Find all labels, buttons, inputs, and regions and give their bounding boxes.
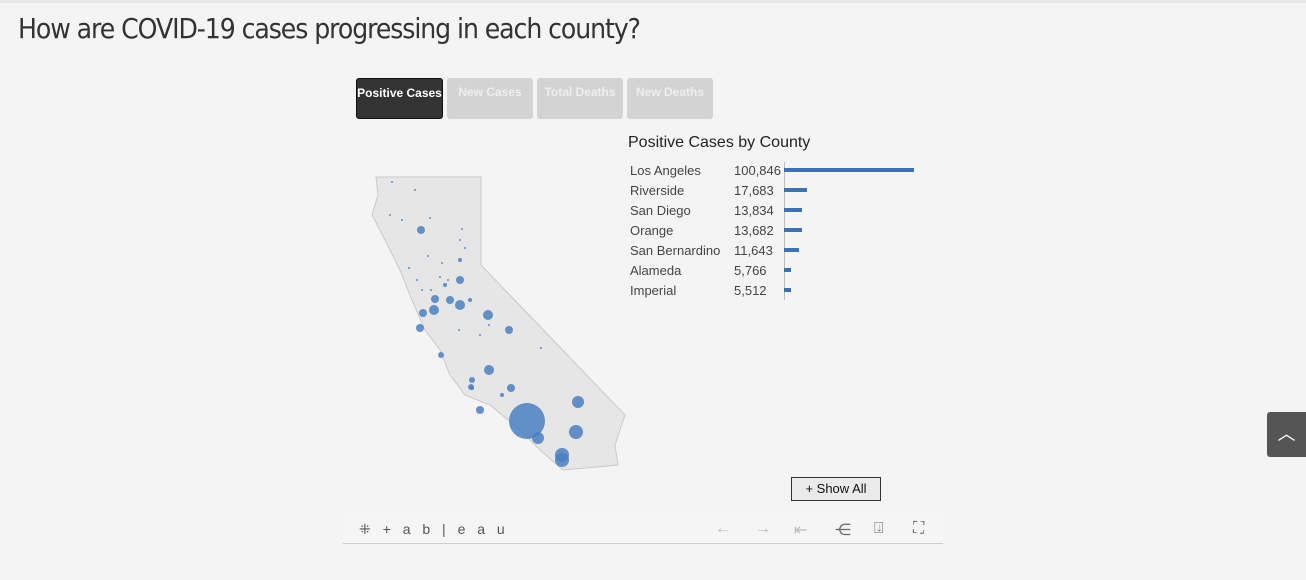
county-bar bbox=[784, 248, 799, 252]
county-bubble[interactable] bbox=[421, 289, 423, 291]
metric-tabs: Positive Cases New Cases Total Deaths Ne… bbox=[356, 78, 713, 119]
county-bubble[interactable] bbox=[532, 432, 544, 444]
tableau-logo[interactable]: ⁜ + a b | e a u bbox=[359, 521, 509, 537]
county-name: Riverside bbox=[630, 182, 685, 198]
county-bubble[interactable] bbox=[458, 329, 460, 331]
share-icon[interactable]: ⋲ bbox=[835, 522, 851, 539]
tab-positive-cases[interactable]: Positive Cases bbox=[356, 78, 443, 119]
redo-icon[interactable]: → bbox=[755, 520, 771, 537]
county-bubble[interactable] bbox=[461, 228, 463, 230]
county-bubble[interactable] bbox=[470, 386, 474, 390]
county-bubble[interactable] bbox=[464, 247, 466, 249]
county-bubble[interactable] bbox=[429, 217, 431, 219]
page-title: How are COVID-19 cases progressing in ea… bbox=[18, 12, 641, 45]
county-bubble[interactable] bbox=[431, 295, 439, 303]
county-row[interactable]: Alameda 5,766 bbox=[630, 260, 914, 280]
tableau-logo-icon: ⁜ bbox=[359, 521, 375, 537]
county-bar bbox=[784, 288, 792, 292]
top-border bbox=[0, 0, 1306, 3]
county-bubble[interactable] bbox=[419, 309, 427, 317]
county-bubble[interactable] bbox=[416, 279, 418, 281]
county-bubble[interactable] bbox=[455, 300, 465, 310]
county-bubble[interactable] bbox=[430, 289, 432, 291]
county-value: 5,766 bbox=[734, 262, 767, 278]
county-bar-chart: Los Angeles 100,846 Riverside 17,683 San Die… bbox=[630, 160, 914, 300]
county-row[interactable]: Los Angeles 100,846 bbox=[630, 160, 914, 180]
county-bubble[interactable] bbox=[569, 425, 583, 439]
county-bubble[interactable] bbox=[414, 189, 416, 191]
county-bubble[interactable] bbox=[483, 310, 493, 320]
county-bubble[interactable] bbox=[479, 334, 481, 336]
county-bubble[interactable] bbox=[446, 296, 454, 304]
county-name: San Bernardino bbox=[630, 242, 721, 258]
show-all-button[interactable]: + Show All bbox=[791, 477, 881, 501]
county-row[interactable]: Orange 13,682 bbox=[630, 220, 914, 240]
county-bubble[interactable] bbox=[408, 267, 410, 269]
county-bubble[interactable] bbox=[555, 448, 569, 462]
county-row[interactable]: Riverside 17,683 bbox=[630, 180, 914, 200]
scroll-to-top-button[interactable]: ︿ bbox=[1267, 412, 1306, 457]
county-row[interactable]: Imperial 5,512 bbox=[630, 280, 914, 300]
county-name: San Diego bbox=[630, 202, 691, 218]
county-bubble[interactable] bbox=[572, 396, 584, 408]
county-bubble[interactable] bbox=[389, 214, 391, 216]
county-bubble[interactable] bbox=[416, 324, 424, 332]
county-name: Orange bbox=[630, 222, 674, 238]
county-bar bbox=[784, 268, 792, 272]
county-bubble[interactable] bbox=[417, 226, 425, 234]
county-bubble[interactable] bbox=[505, 326, 513, 334]
county-value: 11,643 bbox=[734, 242, 773, 258]
county-bubble[interactable] bbox=[540, 347, 542, 349]
county-value: 5,512 bbox=[734, 282, 767, 298]
county-value: 13,834 bbox=[734, 202, 774, 218]
county-bubble[interactable] bbox=[469, 377, 475, 383]
county-bar bbox=[784, 168, 914, 172]
county-bubble[interactable] bbox=[443, 283, 447, 287]
county-value: 17,683 bbox=[734, 182, 774, 198]
download-icon[interactable]: ⍗ bbox=[874, 520, 884, 537]
county-bubble[interactable] bbox=[476, 406, 484, 414]
california-outline bbox=[371, 176, 626, 471]
county-bubble[interactable] bbox=[509, 403, 545, 439]
county-value: 100,846 bbox=[734, 162, 781, 178]
county-value: 13,682 bbox=[734, 222, 774, 238]
tab-total-deaths[interactable]: Total Deaths bbox=[537, 78, 623, 119]
county-row[interactable]: San Bernardino 11,643 bbox=[630, 240, 914, 260]
county-bar bbox=[784, 208, 802, 212]
county-bar bbox=[784, 188, 807, 192]
fullscreen-icon[interactable]: ⛶ bbox=[913, 520, 925, 537]
county-bubble[interactable] bbox=[439, 276, 441, 278]
county-row[interactable]: San Diego 13,834 bbox=[630, 200, 914, 220]
county-name: Los Angeles bbox=[630, 162, 701, 178]
county-bar bbox=[784, 228, 802, 232]
county-bubble[interactable] bbox=[488, 324, 490, 326]
county-name: Alameda bbox=[630, 262, 682, 278]
county-bubble[interactable] bbox=[429, 305, 439, 315]
county-bubble[interactable] bbox=[438, 352, 444, 358]
california-map[interactable] bbox=[360, 170, 640, 480]
tableau-toolbar: ⁜ + a b | e a u ← → ⇤ ⋲ ⍗ ⛶ bbox=[343, 516, 943, 544]
county-name: Imperial bbox=[630, 282, 677, 298]
county-bubble[interactable] bbox=[441, 262, 443, 264]
undo-icon[interactable]: ← bbox=[715, 520, 731, 537]
county-bubble[interactable] bbox=[468, 298, 472, 302]
chart-title: Positive Cases by County bbox=[628, 134, 811, 151]
chevron-up-icon: ︿ bbox=[1277, 424, 1296, 444]
tab-new-deaths[interactable]: New Deaths bbox=[627, 78, 713, 119]
county-bubble[interactable] bbox=[459, 239, 461, 241]
county-bubble[interactable] bbox=[456, 276, 464, 284]
county-bubble[interactable] bbox=[484, 365, 494, 375]
county-bubble[interactable] bbox=[500, 393, 504, 397]
revert-icon[interactable]: ⇤ bbox=[794, 522, 808, 539]
county-bubble[interactable] bbox=[391, 181, 393, 183]
county-bubble[interactable] bbox=[401, 219, 403, 221]
county-bubble[interactable] bbox=[427, 255, 429, 257]
county-bubble[interactable] bbox=[447, 279, 449, 281]
tab-new-cases[interactable]: New Cases bbox=[447, 78, 533, 119]
county-bubble[interactable] bbox=[507, 384, 515, 392]
county-bubble[interactable] bbox=[458, 258, 462, 262]
